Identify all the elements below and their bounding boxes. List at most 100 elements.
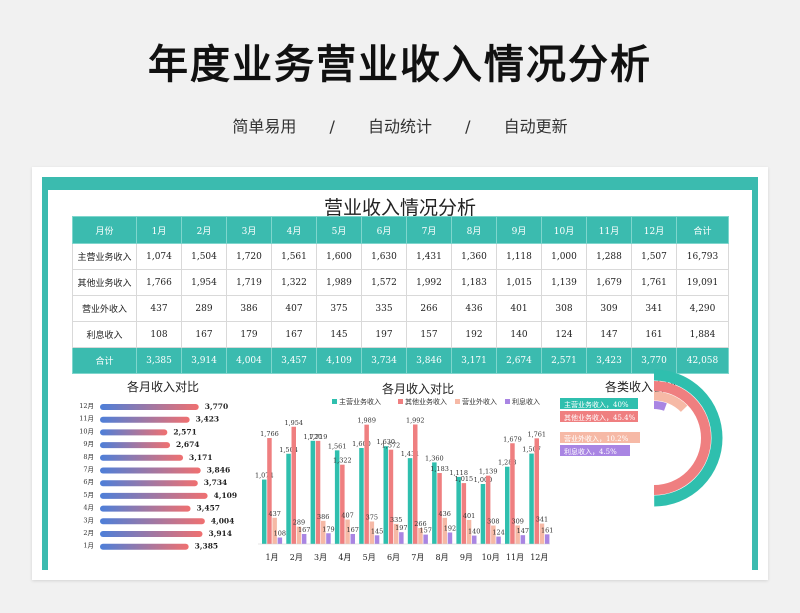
feature-auto-stat: 自动统计 xyxy=(367,117,432,136)
column-value-label: 1,761 xyxy=(527,430,546,438)
table-cell: 1,561 xyxy=(271,243,317,270)
bar-value-label: 3,914 xyxy=(209,529,233,538)
table-cell: 1,884 xyxy=(676,321,729,348)
total-cell: 42,058 xyxy=(676,347,729,374)
bar-value-label: 3,385 xyxy=(195,542,219,551)
table-cell: 1,992 xyxy=(406,269,452,296)
bar-value-label: 2,571 xyxy=(173,427,197,436)
grouped-income-bar-chart: 主营业务收入 其他业务收入 营业外收入 利息收入 1,074 1,766 437 108 1月 1… xyxy=(255,397,553,562)
table-cell: 197 xyxy=(361,321,407,348)
column-value-label: 1,719 xyxy=(309,433,328,441)
table-cell: 1,954 xyxy=(181,269,227,296)
total-cell: 2,674 xyxy=(496,347,542,374)
table-cell: 1,719 xyxy=(226,269,272,296)
total-cell: 3,457 xyxy=(271,347,317,374)
header-col: 11月 xyxy=(586,216,632,244)
table-row: 主营业务收入 1,074 1,504 1,720 1,561 1,600 1,630 1,43… xyxy=(72,243,729,270)
table-cell: 1,118 xyxy=(496,243,542,270)
column-bar xyxy=(505,466,510,544)
column-bar xyxy=(374,535,380,544)
header-col: 1月 xyxy=(136,216,182,244)
x-tick-label: 6月 xyxy=(387,553,400,562)
column-bar xyxy=(267,438,272,544)
bar-category-label: 5月 xyxy=(83,491,94,499)
legend-swatch xyxy=(398,399,403,404)
chart-grouped-title: 各月收入对比 xyxy=(382,382,455,396)
column-value-label: 401 xyxy=(463,512,475,520)
column-bar xyxy=(334,450,340,544)
bar-value-label: 3,171 xyxy=(189,453,213,462)
table-cell: 1,183 xyxy=(451,269,497,296)
column-value-label: 145 xyxy=(371,527,383,535)
bar-category-label: 12月 xyxy=(79,402,94,410)
column-bar xyxy=(480,484,486,544)
page-title: 年度业务营业收入情况分析 xyxy=(148,42,652,88)
feature-auto-update: 自动更新 xyxy=(503,117,568,136)
bar xyxy=(100,404,199,410)
table-cell: 386 xyxy=(226,295,272,322)
bar-category-label: 6月 xyxy=(83,478,94,486)
x-tick-label: 2月 xyxy=(290,553,303,562)
bar xyxy=(100,442,171,449)
bar xyxy=(100,480,198,487)
column-value-label: 1,720 xyxy=(304,433,323,441)
column-bar xyxy=(432,462,437,544)
column-value-label: 1,015 xyxy=(455,475,474,483)
column-value-label: 1,600 xyxy=(352,440,371,448)
column-bar xyxy=(291,426,296,544)
column-value-label: 108 xyxy=(274,530,286,538)
column-bar xyxy=(491,525,496,544)
column-value-label: 1,139 xyxy=(479,468,498,476)
column-bar xyxy=(277,537,283,544)
table-cell: 289 xyxy=(181,295,227,322)
bar xyxy=(100,429,168,436)
table-cell: 1,360 xyxy=(451,243,497,270)
total-cell: 3,914 xyxy=(181,347,227,374)
bar xyxy=(100,531,203,537)
column-bar xyxy=(301,533,307,544)
column-bar xyxy=(437,473,442,544)
column-bar xyxy=(423,534,428,544)
x-tick-label: 8月 xyxy=(436,553,449,562)
monthly-total-bar-chart: 12月 3,770 11月 3,423 10月 2,571 9月 2,674 8月 3,171 7月… xyxy=(79,402,237,551)
column-bar xyxy=(544,534,550,544)
column-value-label: 1,992 xyxy=(406,416,425,424)
header-col: 5月 xyxy=(316,216,362,244)
column-bar xyxy=(399,532,404,544)
column-value-label: 157 xyxy=(419,527,431,535)
table-row: 其他业务收入 1,766 1,954 1,719 1,322 1,989 1,572 1,99… xyxy=(72,269,729,296)
column-value-label: 161 xyxy=(541,526,553,534)
column-value-label: 436 xyxy=(439,510,451,518)
column-bar xyxy=(321,520,326,544)
total-cell: 4,109 xyxy=(316,347,362,374)
bar-value-label: 2,674 xyxy=(176,440,200,449)
table-cell: 1,504 xyxy=(181,243,227,270)
legend-label: 利息收入 xyxy=(512,397,540,406)
total-label: 合计 xyxy=(72,347,137,374)
bar-value-label: 3,457 xyxy=(197,504,221,513)
total-cell: 3,770 xyxy=(631,347,677,374)
column-value-label: 147 xyxy=(517,527,529,535)
header-col: 10月 xyxy=(541,216,587,244)
ring-legend-badge xyxy=(560,432,640,443)
column-bar xyxy=(315,440,321,544)
ring-arc xyxy=(653,369,723,507)
x-tick-label: 1月 xyxy=(265,553,278,562)
bar-value-label: 3,734 xyxy=(204,478,228,487)
legend-swatch xyxy=(505,399,510,404)
table-body: 主营业务收入 1,074 1,504 1,720 1,561 1,600 1,630 1,43… xyxy=(72,243,729,348)
column-bar xyxy=(350,533,355,544)
separator: / xyxy=(329,117,335,136)
table-cell: 335 xyxy=(361,295,407,322)
column-value-label: 437 xyxy=(268,510,280,518)
table-cell: 1,679 xyxy=(586,269,632,296)
column-bar xyxy=(466,519,472,544)
bar-category-label: 3月 xyxy=(83,516,94,524)
x-tick-label: 12月 xyxy=(530,553,548,562)
bar-value-label: 3,770 xyxy=(205,402,229,411)
header-col: 6月 xyxy=(361,216,407,244)
table-cell: 407 xyxy=(271,295,317,322)
x-tick-label: 3月 xyxy=(314,553,327,562)
column-value-label: 1,630 xyxy=(376,438,395,446)
table-cell: 1,630 xyxy=(361,243,407,270)
